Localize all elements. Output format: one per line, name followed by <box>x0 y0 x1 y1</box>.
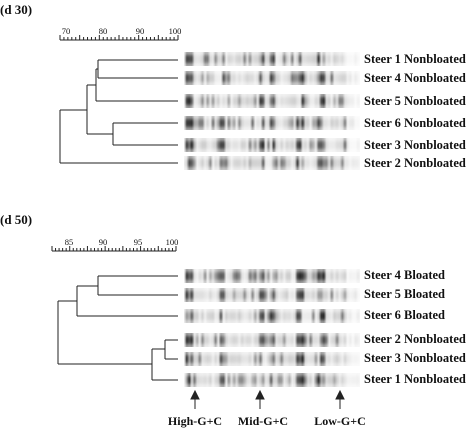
scale-label: 90 <box>98 237 108 247</box>
scale-label: 100 <box>168 26 182 36</box>
marker-label-low-gc: Low-G+C <box>314 414 366 428</box>
scale-bar-d50 <box>51 246 177 252</box>
lane-label: Steer 6 Nonbloated <box>364 116 466 130</box>
lane-label: Steer 6 Bloated <box>364 308 446 322</box>
gel-lane <box>184 116 360 130</box>
scale-label: 95 <box>133 237 143 247</box>
lane-label: Steer 4 Nonbloated <box>364 71 466 85</box>
gel-lane <box>184 52 360 66</box>
lane-label: Steer 3 Nonbloated <box>364 138 466 152</box>
lane-label: Steer 2 Nonbloated <box>364 332 466 346</box>
gel-lane <box>184 94 360 108</box>
lane-label: Steer 4 Bloated <box>364 268 446 282</box>
dendrogram-d50 <box>57 275 178 381</box>
marker-label-mid-gc: Mid-G+C <box>237 414 289 428</box>
gc-arrows <box>190 389 345 409</box>
gel-lane <box>184 269 360 283</box>
gel-lane <box>184 138 360 152</box>
gel-lane <box>184 156 360 170</box>
lane-label: Steer 1 Nonbloated <box>364 372 466 386</box>
gel-lane <box>184 352 360 366</box>
panel-title-d50: (d 50) <box>0 212 33 227</box>
marker-label-high-gc: High-G+C <box>167 414 223 428</box>
gel-lane <box>184 309 360 323</box>
lane-label: Steer 5 Bloated <box>364 287 446 301</box>
dendrogram-d30 <box>59 59 178 164</box>
gel-lane <box>184 373 360 387</box>
scale-label: 70 <box>61 26 71 36</box>
scale-label: 100 <box>165 237 179 247</box>
gel-lane <box>184 71 360 85</box>
scale-label: 80 <box>98 26 108 36</box>
lane-label: Steer 1 Nonbloated <box>364 52 466 66</box>
lane-label: Steer 5 Nonbloated <box>364 94 466 108</box>
scale-label: 85 <box>64 237 74 247</box>
lane-label: Steer 3 Nonbloated <box>364 351 466 365</box>
gel-lane <box>184 288 360 302</box>
panel-title-d30: (d 30) <box>0 2 33 17</box>
scale-bar-d30 <box>59 35 179 41</box>
gel-lane <box>184 333 360 347</box>
scale-label: 90 <box>135 26 145 36</box>
lane-label: Steer 2 Nonbloated <box>364 156 466 170</box>
